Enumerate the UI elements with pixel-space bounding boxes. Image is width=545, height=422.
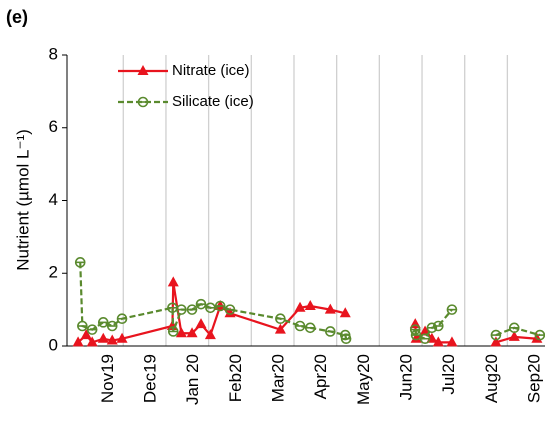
data-point	[294, 301, 306, 312]
data-point	[534, 329, 545, 341]
data-point	[186, 304, 198, 315]
data-point	[175, 327, 187, 338]
data-point	[74, 257, 86, 268]
data-point	[340, 333, 352, 345]
x-tick-label: Dec19	[140, 354, 159, 403]
data-point	[433, 320, 444, 332]
y-tick-label: 2	[49, 263, 58, 282]
data-point	[106, 334, 118, 345]
data-point	[167, 276, 179, 287]
data-point	[432, 336, 444, 347]
legend-marker	[137, 65, 149, 75]
data-point	[97, 317, 109, 328]
data-point	[86, 336, 98, 347]
data-point	[116, 332, 128, 343]
data-point	[304, 322, 316, 334]
data-point	[72, 336, 84, 347]
data-point	[419, 333, 431, 345]
data-point	[274, 323, 286, 334]
data-point	[116, 313, 128, 325]
data-point	[508, 322, 520, 334]
legend-label: Nitrate (ice)	[172, 62, 250, 79]
data-point	[410, 329, 422, 341]
data-point	[195, 318, 207, 329]
data-point	[214, 300, 226, 312]
data-point	[195, 298, 207, 310]
data-point	[176, 304, 187, 315]
legend-label: Silicate (ice)	[172, 93, 254, 110]
y-axis-label: Nutrient (µmol L⁻¹)	[13, 129, 32, 271]
data-point	[224, 304, 236, 315]
data-point	[167, 326, 179, 337]
data-point	[410, 332, 422, 343]
data-point	[77, 320, 88, 332]
data-point	[409, 324, 421, 335]
y-tick-label: 4	[49, 190, 58, 209]
y-tick-label: 0	[49, 335, 58, 354]
legend-marker	[137, 96, 149, 108]
data-point	[205, 302, 216, 314]
data-point	[275, 313, 286, 325]
series-line	[77, 282, 537, 344]
data-point	[106, 320, 118, 332]
data-point	[508, 330, 520, 341]
data-point	[446, 304, 458, 315]
x-tick-label: Jan 20	[183, 354, 202, 405]
data-point	[446, 336, 458, 347]
x-tick-label: Sep20	[525, 354, 544, 403]
data-point	[204, 329, 216, 340]
y-tick-label: 8	[49, 44, 58, 63]
x-tick-label: May20	[354, 354, 373, 405]
data-point	[97, 332, 109, 343]
data-point	[490, 329, 502, 341]
data-point	[294, 320, 306, 332]
x-tick-label: Apr20	[311, 354, 330, 399]
data-point	[86, 324, 98, 335]
x-tick-label: Mar20	[268, 354, 287, 402]
data-point	[324, 303, 336, 314]
data-point	[490, 336, 502, 347]
y-tick-label: 6	[49, 117, 58, 136]
data-point	[325, 326, 336, 337]
data-point	[80, 329, 92, 340]
x-tick-label: Aug20	[482, 354, 501, 403]
data-point	[224, 307, 236, 318]
data-point	[304, 299, 316, 310]
x-tick-label: Nov19	[98, 354, 117, 403]
x-tick-label: Jun20	[397, 354, 416, 400]
x-tick-label: Jul20	[439, 354, 458, 395]
x-tick-label: Feb20	[226, 354, 245, 402]
data-point	[339, 307, 351, 318]
data-point	[186, 327, 198, 338]
chart-title: (e)	[6, 7, 28, 27]
